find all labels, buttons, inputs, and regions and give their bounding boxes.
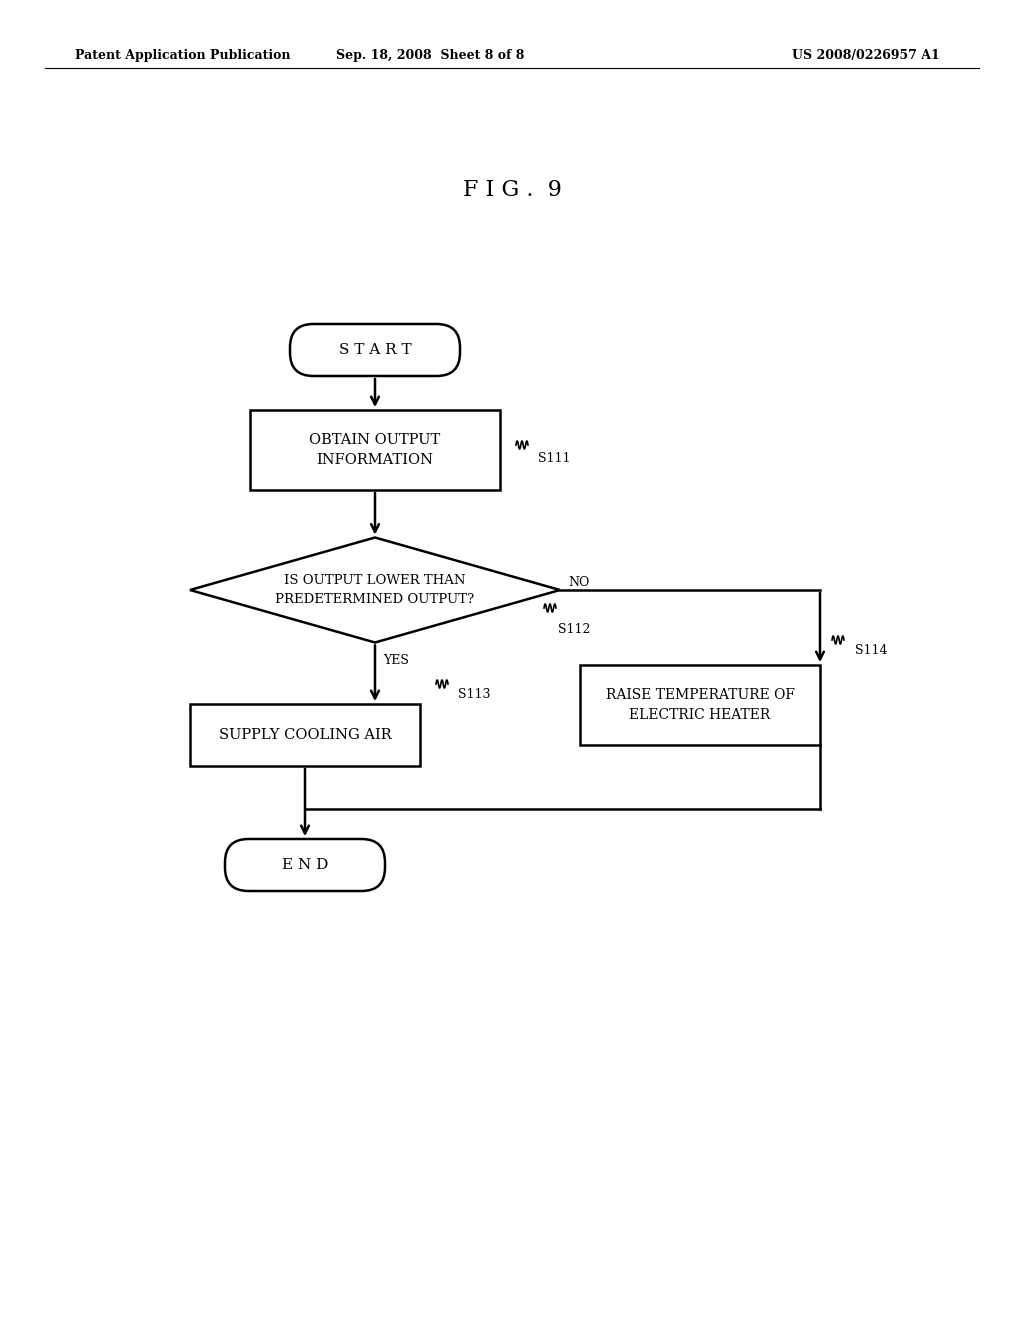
Bar [250, 411, 500, 490]
FancyBboxPatch shape [290, 323, 460, 376]
Text: NO: NO [568, 576, 590, 589]
Text: F I G .  9: F I G . 9 [463, 180, 561, 201]
Bar [190, 704, 420, 766]
Text: OBTAIN OUTPUT
INFORMATION: OBTAIN OUTPUT INFORMATION [309, 433, 440, 467]
Polygon shape [190, 537, 560, 643]
Text: S T A R T: S T A R T [339, 343, 412, 356]
Text: RAISE TEMPERATURE OF
ELECTRIC HEATER: RAISE TEMPERATURE OF ELECTRIC HEATER [605, 688, 795, 722]
Text: Sep. 18, 2008  Sheet 8 of 8: Sep. 18, 2008 Sheet 8 of 8 [336, 49, 524, 62]
FancyBboxPatch shape [225, 840, 385, 891]
Text: IS OUTPUT LOWER THAN
PREDETERMINED OUTPUT?: IS OUTPUT LOWER THAN PREDETERMINED OUTPU… [275, 574, 474, 606]
Text: SUPPLY COOLING AIR: SUPPLY COOLING AIR [219, 729, 391, 742]
Text: YES: YES [383, 655, 409, 668]
Bar [580, 665, 820, 744]
Text: Patent Application Publication: Patent Application Publication [75, 49, 291, 62]
Text: S111: S111 [538, 451, 570, 465]
Text: US 2008/0226957 A1: US 2008/0226957 A1 [793, 49, 940, 62]
Text: S112: S112 [558, 623, 591, 636]
Text: E N D: E N D [282, 858, 328, 873]
Text: S114: S114 [855, 644, 888, 656]
Text: S113: S113 [458, 688, 490, 701]
